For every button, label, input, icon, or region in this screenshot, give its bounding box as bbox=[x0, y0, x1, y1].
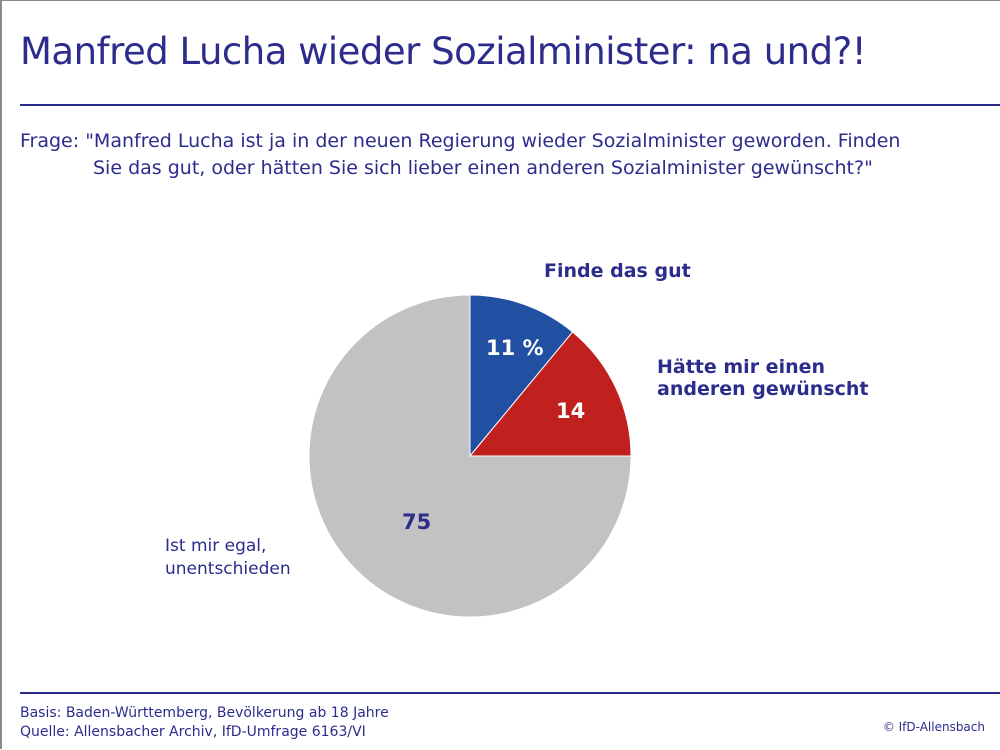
footer-source: Quelle: Allensbacher Archiv, IfD-Umfrage… bbox=[20, 724, 366, 740]
pie-slice-egal bbox=[308, 294, 632, 618]
legend-label-egal: Ist mir egal, unentschieden bbox=[165, 535, 291, 581]
survey-question: Frage: "Manfred Lucha ist ja in der neue… bbox=[20, 128, 900, 182]
pie-slice-finde-gut bbox=[469, 294, 574, 458]
chart-title: Manfred Lucha wieder Sozialminister: na … bbox=[20, 30, 867, 73]
question-line-2: Sie das gut, oder hätten Sie sich lieber… bbox=[93, 157, 873, 179]
legend-label-line: anderen gewünscht bbox=[657, 378, 869, 400]
data-label-75: 75 bbox=[402, 510, 432, 534]
legend-label-line: unentschieden bbox=[165, 559, 291, 579]
legend-label-line: Hätte mir einen bbox=[657, 356, 826, 378]
data-label-14: 14 bbox=[556, 399, 586, 423]
copyright: © IfD-Allensbach bbox=[882, 720, 985, 734]
legend-label-anderen-gewuenscht: Hätte mir einen anderen gewünscht bbox=[657, 356, 869, 400]
data-label-11: 11 % bbox=[486, 336, 544, 360]
footer-basis: Basis: Baden-Württemberg, Bevölkerung ab… bbox=[20, 705, 389, 721]
legend-label-finde-gut: Finde das gut bbox=[544, 260, 691, 282]
pie-slice-anderen-gewuenscht bbox=[468, 331, 632, 457]
question-line-1: Frage: "Manfred Lucha ist ja in der neue… bbox=[20, 130, 901, 152]
title-divider bbox=[20, 104, 1000, 106]
legend-label-line: Ist mir egal, bbox=[165, 536, 267, 556]
footer-divider bbox=[20, 692, 1000, 694]
